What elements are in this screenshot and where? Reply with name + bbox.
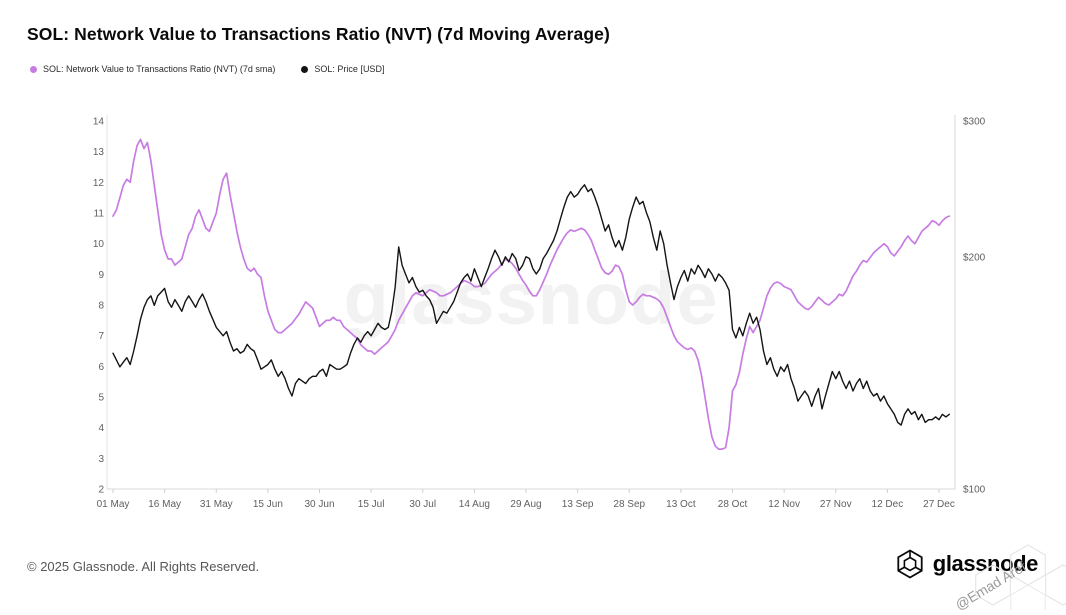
y-axis-label-left: 14 — [93, 117, 105, 128]
chart-legend: SOL: Network Value to Transactions Ratio… — [30, 64, 384, 74]
y-axis-label-left: 8 — [98, 301, 104, 312]
x-axis-label: 27 Nov — [820, 499, 852, 510]
price-series-dot-icon — [301, 65, 309, 73]
glassnode-logo: glassnode — [896, 548, 1038, 580]
y-axis-label-right: $300 — [963, 117, 986, 128]
legend-item-nvt-label: SOL: Network Value to Transactions Ratio… — [43, 64, 276, 74]
x-axis-label: 30 Jun — [304, 499, 334, 510]
x-axis-label: 12 Nov — [768, 499, 800, 510]
page-title: SOL: Network Value to Transactions Ratio… — [27, 24, 610, 44]
price-line-series — [112, 184, 950, 426]
y-axis-label-left: 4 — [98, 423, 104, 434]
y-axis-label-left: 9 — [98, 270, 104, 281]
x-axis-label: 13 Sep — [562, 499, 594, 510]
y-axis-label-left: 7 — [98, 331, 104, 342]
x-axis-label: 01 May — [97, 499, 130, 510]
y-axis-label-left: 2 — [98, 485, 104, 496]
x-axis-label: 30 Jul — [409, 499, 436, 510]
legend-item-nvt[interactable]: SOL: Network Value to Transactions Ratio… — [30, 64, 275, 74]
x-axis-label: 31 May — [200, 499, 233, 510]
x-axis-label: 15 Jun — [253, 499, 283, 510]
x-axis-label: 27 Dec — [923, 499, 955, 510]
glassnode-hexagon-icon — [897, 549, 923, 579]
chart-canvas[interactable]: 01 May 16 May 31 May 15 Jun 30 Jun 15 Jul 30 J… — [0, 0, 1066, 600]
y-axis-label-left: 13 — [93, 147, 105, 158]
y-axis-label-right: $200 — [963, 252, 986, 263]
x-axis-label: 28 Sep — [613, 499, 645, 510]
y-axis-label-left: 5 — [98, 393, 104, 404]
x-axis-label: 15 Jul — [358, 499, 385, 510]
y-axis-label-left: 12 — [93, 178, 105, 189]
x-axis-label: 29 Aug — [510, 499, 541, 510]
nvt-line-series — [112, 138, 951, 450]
legend-item-price-label: SOL: Price [USD] — [314, 64, 385, 74]
nvt-series-dot-icon — [30, 65, 37, 73]
x-axis-label: 14 Aug — [459, 499, 490, 510]
y-axis-label-left: 10 — [93, 239, 105, 250]
y-axis-label-left: 6 — [98, 362, 104, 373]
y-axis-label-left: 11 — [94, 209, 105, 220]
glassnode-wordmark: glassnode — [932, 551, 1039, 576]
x-axis-label: 28 Oct — [718, 499, 748, 510]
legend-item-price[interactable]: SOL: Price [USD] — [301, 64, 384, 74]
x-axis-label: 13 Oct — [666, 499, 696, 510]
y-axis-label-right: $100 — [963, 485, 986, 496]
copyright-text: © 2025 Glassnode. All Rights Reserved. — [27, 559, 260, 574]
x-axis-label: 12 Dec — [872, 499, 904, 510]
y-axis-label-left: 3 — [98, 454, 104, 465]
x-axis-label: 16 May — [148, 499, 181, 510]
